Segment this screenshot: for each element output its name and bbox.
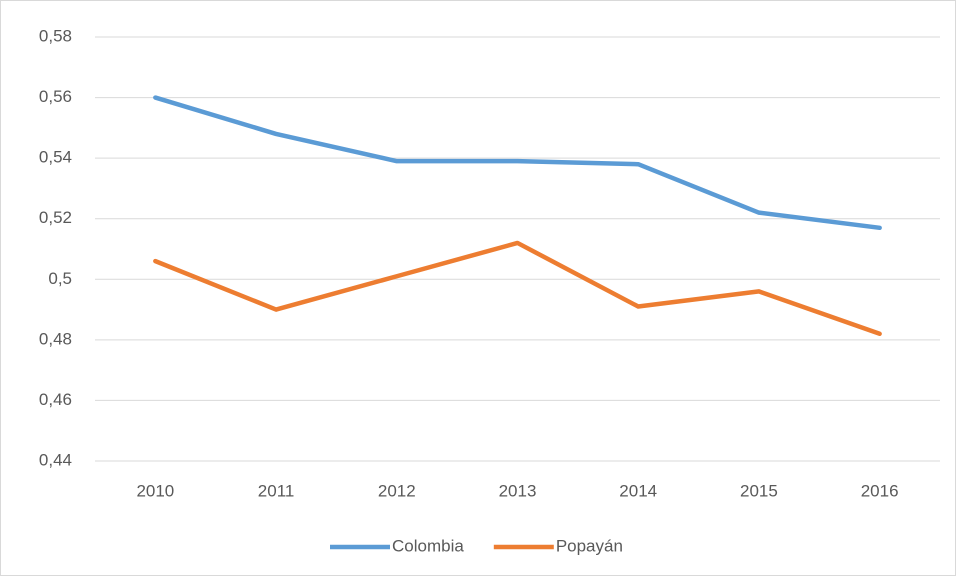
y-tick-label: 0,48 bbox=[39, 329, 72, 348]
x-tick-label: 2016 bbox=[861, 481, 899, 500]
x-tick-label: 2013 bbox=[499, 481, 537, 500]
y-tick-label: 0,5 bbox=[48, 269, 72, 288]
x-tick-label: 2015 bbox=[740, 481, 778, 500]
legend-label: Colombia bbox=[392, 536, 464, 555]
series-line bbox=[153, 240, 882, 337]
y-tick-label: 0,44 bbox=[39, 450, 72, 469]
y-tick-label: 0,54 bbox=[39, 148, 72, 167]
series-line bbox=[153, 95, 882, 231]
y-tick-label: 0,56 bbox=[39, 87, 72, 106]
y-tick-label: 0,58 bbox=[39, 26, 72, 45]
x-tick-label: 2014 bbox=[619, 481, 657, 500]
y-tick-label: 0,52 bbox=[39, 208, 72, 227]
x-tick-label: 2012 bbox=[378, 481, 416, 500]
y-tick-label: 0,46 bbox=[39, 390, 72, 409]
x-tick-label: 2010 bbox=[136, 481, 174, 500]
x-tick-label: 2011 bbox=[258, 481, 295, 500]
legend-label: Popayán bbox=[556, 536, 623, 555]
